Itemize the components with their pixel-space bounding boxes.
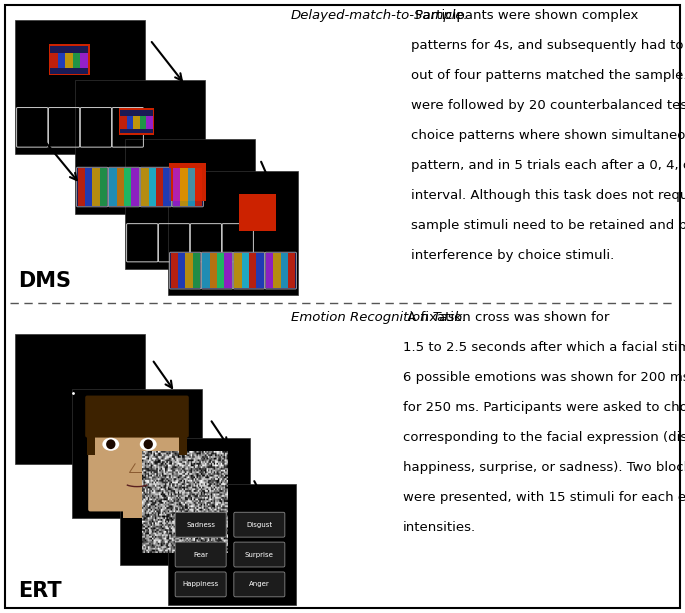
Bar (58, 53, 65, 68)
Bar (124, 168, 132, 206)
Bar (188, 168, 195, 206)
Bar (256, 253, 264, 288)
Bar (121, 110, 153, 133)
Bar (156, 168, 163, 206)
FancyBboxPatch shape (265, 252, 297, 289)
Bar (242, 253, 249, 288)
Bar (147, 116, 153, 129)
Bar (127, 116, 134, 129)
Bar (234, 253, 242, 288)
Bar (141, 168, 149, 206)
FancyBboxPatch shape (234, 542, 285, 567)
Bar (168, 484, 296, 605)
Bar (168, 171, 298, 295)
Bar (119, 108, 154, 135)
Bar (178, 253, 185, 288)
Bar (281, 253, 288, 288)
Text: Fear: Fear (193, 552, 208, 558)
Bar (217, 253, 225, 288)
Bar (85, 168, 92, 206)
Bar (81, 53, 88, 68)
Bar (140, 116, 147, 129)
Text: A fixation cross was shown for

1.5 to 2.5 seconds after which a facial stimulus: A fixation cross was shown for 1.5 to 2.… (403, 311, 685, 535)
Text: ERT: ERT (18, 581, 62, 601)
Bar (120, 438, 250, 565)
Bar (99, 168, 107, 206)
Text: Participants were shown complex

patterns for 4s, and subsequently had to choose: Participants were shown complex patterns… (411, 9, 685, 262)
Bar (132, 168, 138, 206)
FancyBboxPatch shape (170, 252, 201, 289)
Bar (87, 433, 95, 455)
Ellipse shape (106, 440, 116, 449)
Bar (75, 80, 205, 214)
Bar (149, 168, 156, 206)
Bar (50, 46, 88, 74)
Bar (225, 253, 232, 288)
FancyBboxPatch shape (175, 542, 226, 567)
Text: Surprise: Surprise (245, 552, 274, 558)
FancyBboxPatch shape (234, 252, 264, 289)
FancyBboxPatch shape (88, 399, 186, 511)
Bar (179, 433, 187, 455)
Text: Disgust: Disgust (247, 522, 273, 528)
Ellipse shape (140, 438, 157, 451)
Bar (203, 253, 210, 288)
Bar (173, 168, 180, 206)
Bar (249, 253, 256, 288)
FancyBboxPatch shape (172, 167, 203, 207)
Bar (65, 53, 73, 68)
Text: Delayed-match-to-Sample.: Delayed-match-to-Sample. (291, 9, 469, 22)
Bar (116, 168, 124, 206)
FancyBboxPatch shape (175, 572, 226, 597)
Bar (73, 53, 81, 68)
Bar (125, 139, 255, 268)
Bar (195, 168, 202, 206)
Text: Happiness: Happiness (182, 581, 219, 587)
Ellipse shape (102, 438, 119, 451)
Bar (121, 116, 127, 129)
Bar (15, 20, 145, 154)
Text: Emotion Recognition Task.: Emotion Recognition Task. (291, 311, 466, 324)
Bar (50, 53, 58, 68)
Text: Anger: Anger (249, 581, 270, 587)
FancyBboxPatch shape (85, 395, 189, 438)
Text: Sadness: Sadness (186, 522, 215, 528)
Bar (163, 168, 171, 206)
Bar (273, 253, 281, 288)
FancyBboxPatch shape (108, 167, 140, 207)
Bar (288, 253, 295, 288)
Bar (72, 389, 202, 519)
Bar (92, 168, 99, 206)
FancyBboxPatch shape (234, 572, 285, 597)
Bar (185, 253, 192, 288)
Bar (15, 335, 145, 464)
Bar (180, 168, 188, 206)
Bar (90, 401, 184, 431)
Bar (49, 44, 90, 75)
FancyBboxPatch shape (140, 167, 171, 207)
Text: DMS: DMS (18, 272, 71, 292)
Bar (123, 508, 151, 518)
Bar (134, 116, 140, 129)
Bar (240, 194, 276, 231)
Bar (192, 253, 200, 288)
Bar (266, 253, 273, 288)
Bar (210, 253, 217, 288)
Bar (110, 168, 116, 206)
FancyBboxPatch shape (175, 512, 226, 537)
Ellipse shape (144, 440, 153, 449)
Bar (77, 168, 85, 206)
Bar (171, 253, 178, 288)
FancyBboxPatch shape (77, 167, 108, 207)
Bar (169, 162, 206, 201)
FancyBboxPatch shape (234, 512, 285, 537)
FancyBboxPatch shape (201, 252, 233, 289)
